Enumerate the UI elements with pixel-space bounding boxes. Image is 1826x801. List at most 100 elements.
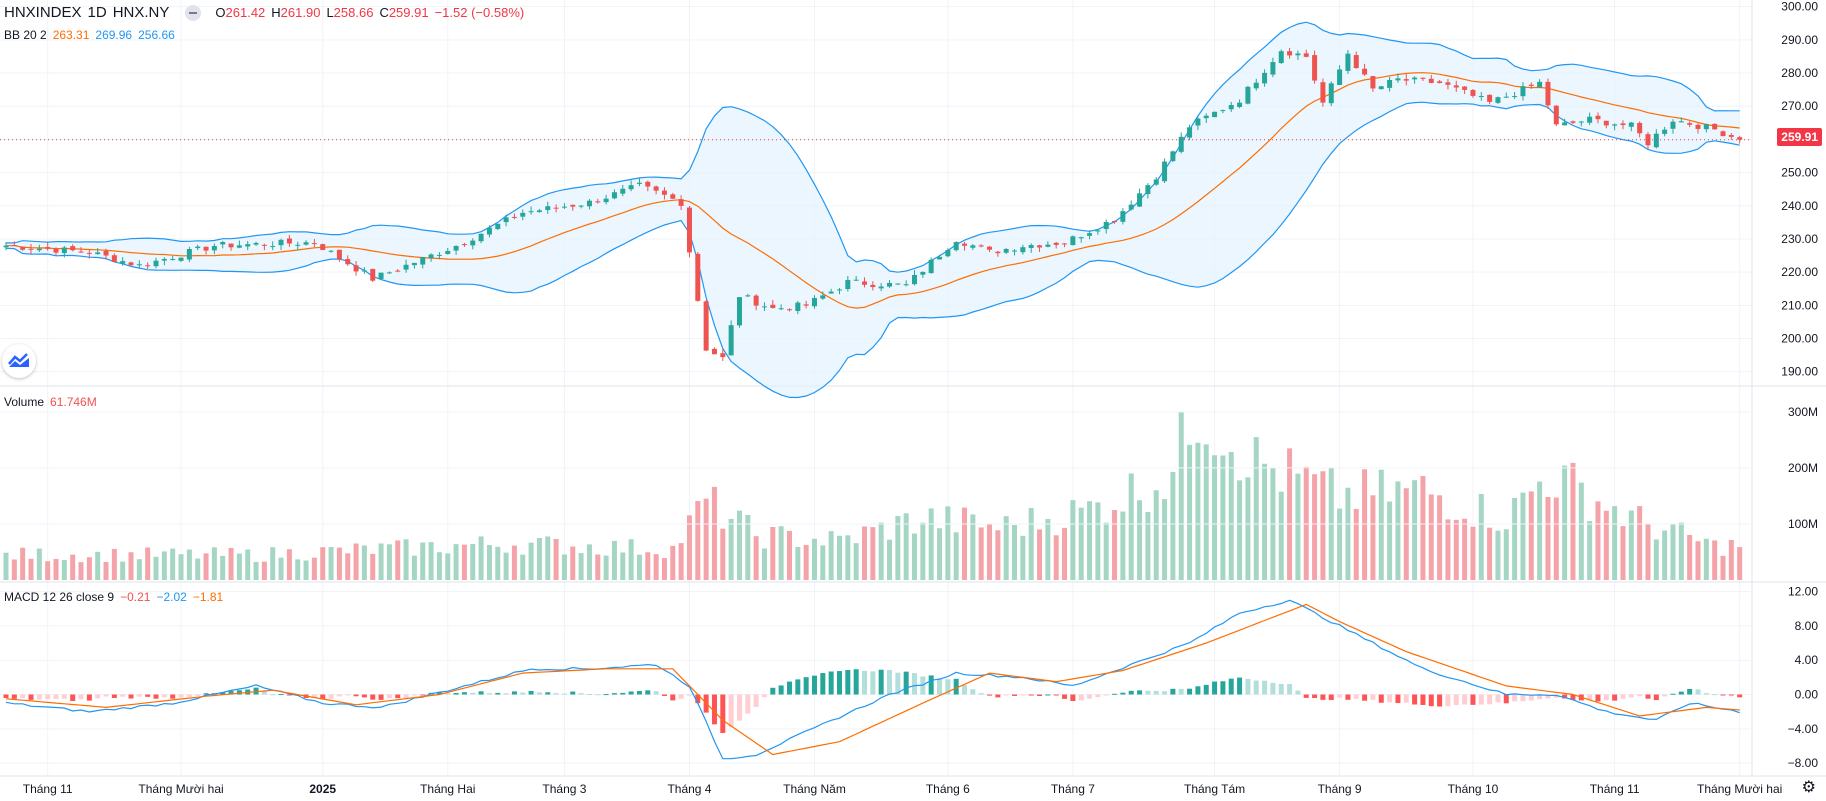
volume-bar — [1320, 471, 1326, 580]
candle-body — [1537, 81, 1543, 88]
macd-histogram-bar — [311, 694, 317, 698]
bb-upper-value: 269.96 — [95, 28, 133, 42]
macd-histogram-bar — [86, 694, 92, 701]
volume-bar — [1653, 539, 1659, 580]
volume-bar — [1420, 476, 1426, 580]
macd-histogram-bar — [1470, 694, 1476, 705]
candle-body — [1395, 78, 1401, 81]
candle-body — [1195, 118, 1201, 126]
volume-bar — [1470, 526, 1476, 580]
macd-histogram-bar — [1428, 694, 1434, 707]
macd-histogram-bar — [28, 694, 34, 700]
candle-body — [962, 243, 968, 246]
volume-bar — [336, 547, 342, 580]
volume-bar — [1195, 442, 1201, 580]
volume-label: Volume — [4, 395, 45, 409]
macd-histogram-bar — [520, 692, 526, 695]
volume-bar — [1212, 455, 1218, 580]
volume-bar — [1262, 463, 1268, 580]
settings-gear-icon[interactable]: ⚙ — [1801, 779, 1816, 796]
candle-body — [228, 243, 234, 248]
macd-histogram-bar — [1262, 680, 1268, 695]
volume-bar — [1203, 444, 1209, 580]
volume-bar — [53, 558, 59, 580]
candle-body — [261, 244, 267, 246]
candle-body — [1603, 120, 1609, 126]
hide-indicator-icon[interactable] — [185, 4, 202, 21]
volume-bar — [236, 553, 242, 580]
macd-histogram-bar — [1528, 694, 1534, 701]
volume-bar — [1595, 501, 1601, 580]
macd-axis-label: 4.00 — [1795, 653, 1819, 667]
candle-body — [370, 268, 376, 281]
candle-body — [595, 201, 601, 203]
macd-histogram-bar — [653, 691, 659, 695]
volume-bar — [378, 543, 384, 580]
macd-histogram-bar — [987, 694, 993, 696]
candle-body — [845, 279, 851, 290]
volume-bar — [1187, 444, 1193, 580]
volume-bar — [1495, 530, 1501, 580]
price-axis-label: 280.00 — [1781, 66, 1818, 80]
macd-histogram-bar — [786, 681, 792, 695]
interval-label[interactable]: 1D — [87, 4, 107, 21]
volume-bar — [295, 559, 301, 580]
volume-bar — [70, 554, 76, 580]
candle-body — [345, 259, 351, 265]
candle-body — [495, 223, 501, 230]
macd-histogram-bar — [770, 687, 776, 695]
volume-bar — [1312, 474, 1318, 580]
time-axis-label: Tháng 4 — [667, 782, 711, 796]
bb-basis-value: 263.31 — [52, 28, 90, 42]
price-axis-label: 270.00 — [1781, 99, 1818, 113]
volume-bar — [1503, 529, 1509, 580]
candle-body — [453, 245, 459, 251]
macd-line — [5, 599, 1740, 760]
macd-histogram-bar — [1328, 694, 1334, 701]
volume-bar — [1137, 500, 1143, 580]
tradingview-logo[interactable] — [2, 344, 36, 378]
time-axis-label: Tháng 9 — [1318, 782, 1362, 796]
volume-bar — [1395, 481, 1401, 580]
candle-body — [170, 259, 176, 261]
volume-legend[interactable]: Volume 61.746M — [4, 395, 97, 409]
macd-legend[interactable]: MACD 12 26 close 9 −0.21 −2.02 −1.81 — [4, 590, 223, 604]
time-axis-label: Tháng Mười hai — [138, 782, 223, 796]
volume-bar — [995, 530, 1001, 580]
volume-bar — [653, 554, 659, 580]
candle-body — [636, 182, 642, 184]
volume-bar — [778, 526, 784, 580]
macd-histogram-bar — [1595, 694, 1601, 702]
macd-histogram-bar — [320, 694, 326, 700]
macd-histogram-bar — [1462, 694, 1468, 705]
volume-bar — [1178, 412, 1184, 580]
macd-histogram-bar — [161, 694, 167, 698]
volume-bar — [1587, 520, 1593, 580]
macd-hist-value: −0.21 — [120, 590, 151, 604]
bb-legend[interactable]: BB 20 2 263.31 269.96 256.66 — [4, 28, 175, 42]
candle-body — [211, 246, 217, 251]
volume-bar — [678, 543, 684, 580]
candle-body — [1587, 116, 1593, 123]
macd-histogram-bar — [1387, 694, 1393, 703]
volume-bar — [1370, 495, 1376, 580]
macd-histogram-bar — [1728, 694, 1734, 696]
macd-histogram-bar — [836, 671, 842, 695]
symbol-name[interactable]: HNXINDEX — [4, 4, 82, 21]
candle-body — [1012, 250, 1018, 252]
macd-histogram-bar — [486, 693, 492, 695]
candle-body — [420, 256, 426, 265]
macd-histogram-bar — [445, 693, 451, 695]
volume-bar — [1162, 499, 1168, 580]
volume-bar — [1428, 494, 1434, 580]
price-axis-label: 210.00 — [1781, 298, 1818, 312]
candle-body — [836, 289, 842, 291]
volume-bar — [661, 558, 667, 580]
volume-bar — [670, 545, 676, 580]
candle-body — [1153, 179, 1159, 185]
macd-histogram-bar — [795, 679, 801, 695]
candle-body — [28, 248, 34, 250]
candle-body — [1212, 111, 1218, 118]
volume-bar — [445, 553, 451, 580]
